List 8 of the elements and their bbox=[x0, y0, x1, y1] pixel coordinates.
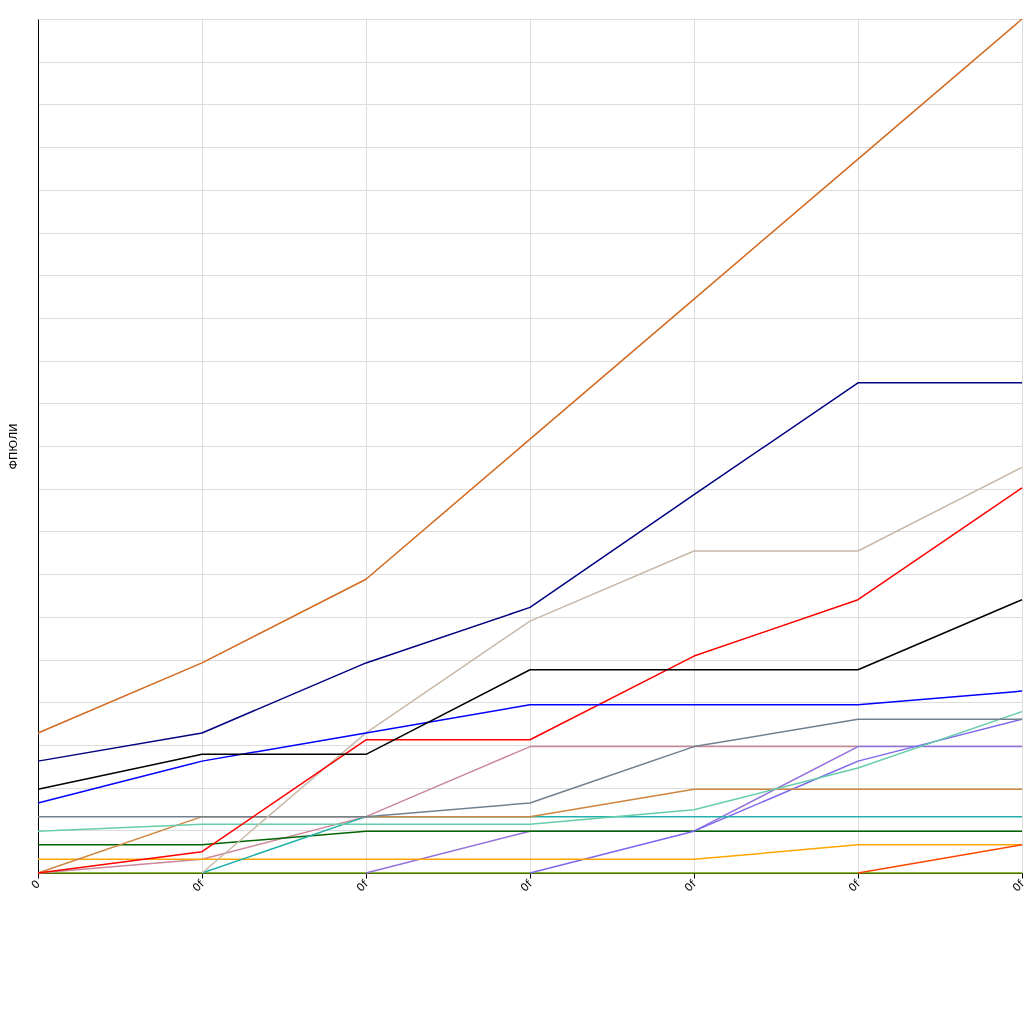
x-tick-label: 0f bbox=[189, 876, 208, 895]
x-tick-label: 0 bbox=[28, 877, 43, 892]
x-tick-label: 0f bbox=[845, 876, 864, 895]
x-tick-label: 0f bbox=[681, 876, 700, 895]
y-axis-title: ФПЮЛИ bbox=[6, 423, 20, 470]
x-tick-label: 0f bbox=[353, 876, 372, 895]
x-tick-label: 0f bbox=[1009, 876, 1024, 895]
x-tick-label: 0f bbox=[517, 876, 536, 895]
